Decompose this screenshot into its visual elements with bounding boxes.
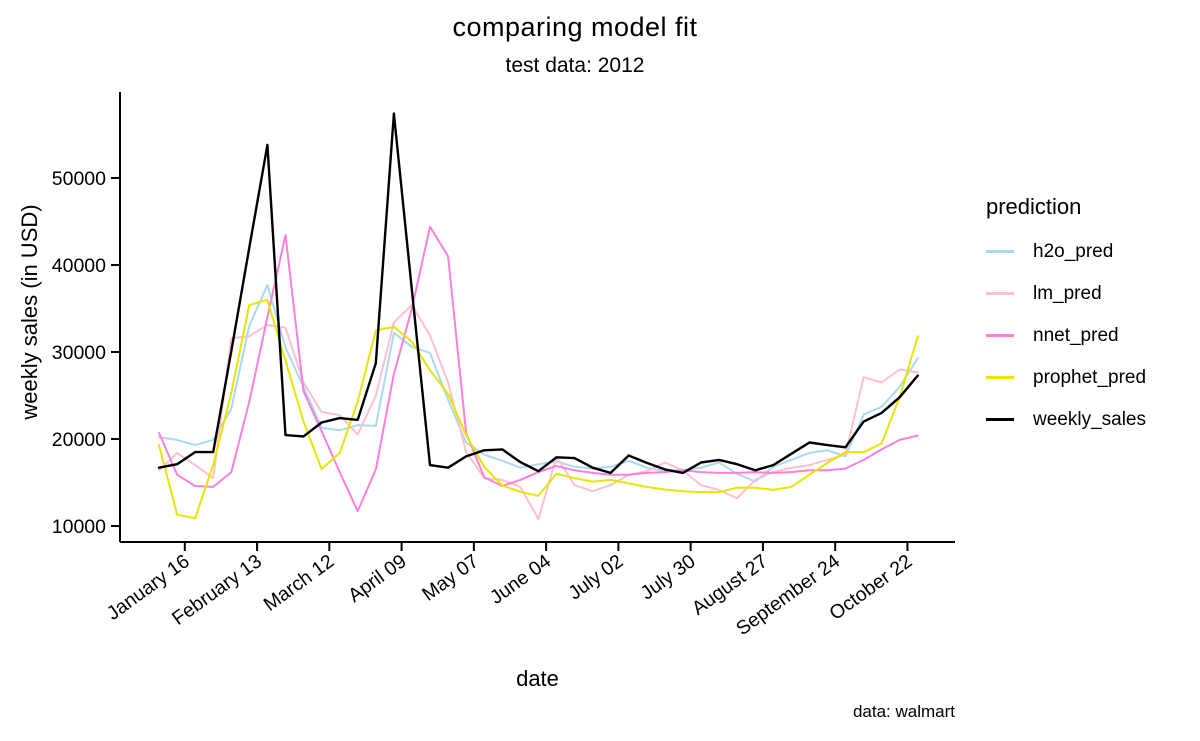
legend-label-weekly_sales: weekly_sales: [1033, 408, 1146, 430]
series-line-weekly_sales: [157, 112, 919, 475]
y-tick-label: 10000: [52, 516, 106, 538]
x-tick-label: March 12: [260, 550, 339, 616]
series-line-nnet_pred: [158, 225, 919, 513]
legend-label-h2o_pred: h2o_pred: [1033, 240, 1114, 262]
series-line-h2o_pred: [158, 284, 919, 483]
y-tick-label: 20000: [52, 429, 106, 451]
legend-key-nnet_pred: [986, 334, 1014, 337]
x-tick-label: June 04: [486, 550, 555, 609]
x-tick-label: May 07: [418, 550, 483, 605]
y-tick-label: 40000: [52, 255, 106, 277]
y-axis-label: weekly sales (in USD): [17, 204, 42, 420]
series-line-lm_pred: [158, 304, 919, 520]
chart-subtitle: test data: 2012: [505, 54, 645, 77]
caption: data: walmart: [852, 702, 955, 721]
legend-key-prophet_pred: [986, 376, 1014, 379]
legend-key-weekly_sales: [986, 418, 1014, 421]
legend-key-h2o_pred: [986, 250, 1014, 253]
legend-label-lm_pred: lm_pred: [1033, 282, 1102, 304]
y-tick-label: 30000: [52, 342, 106, 364]
legend-item-prophet_pred: prophet_pred: [986, 366, 1146, 389]
legend-item-nnet_pred: nnet_pred: [986, 324, 1146, 347]
x-axis-label: date: [516, 666, 559, 691]
legend-item-lm_pred: lm_pred: [986, 282, 1146, 305]
legend-item-h2o_pred: h2o_pred: [986, 240, 1146, 263]
legend-item-weekly_sales: weekly_sales: [986, 408, 1146, 431]
legend-key-lm_pred: [986, 292, 1014, 295]
legend-label-nnet_pred: nnet_pred: [1033, 324, 1119, 346]
chart-title: comparing model fit: [452, 12, 698, 42]
x-tick-label: April 09: [344, 550, 410, 607]
legend-title: prediction: [986, 194, 1082, 219]
x-tick-label: July 30: [637, 550, 700, 604]
y-tick-label: 50000: [52, 168, 106, 190]
series-line-prophet_pred: [158, 298, 919, 520]
x-tick-label: July 02: [564, 550, 627, 604]
legend-label-prophet_pred: prophet_pred: [1033, 366, 1147, 388]
